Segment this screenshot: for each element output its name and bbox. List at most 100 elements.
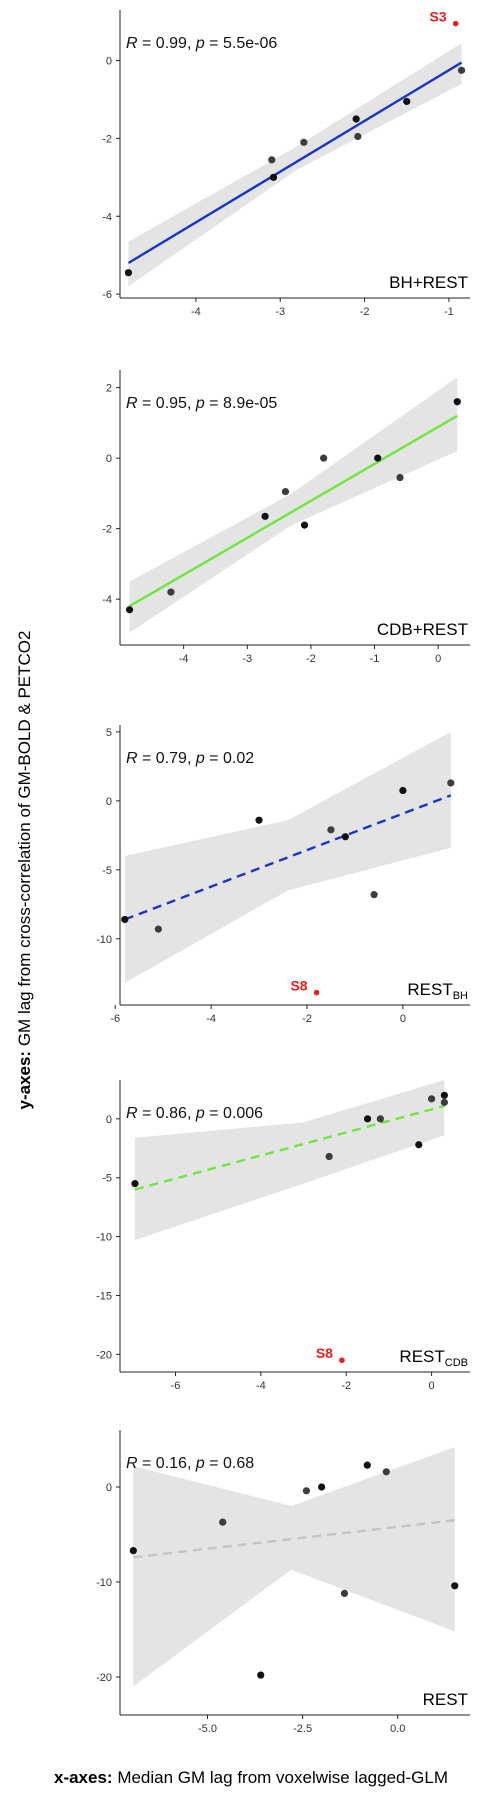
y-tick-label: -2: [102, 133, 112, 145]
data-point: [399, 786, 407, 795]
data-point: [154, 925, 162, 933]
separator: ,: [187, 1105, 196, 1122]
p-value: 0.006: [223, 1105, 263, 1122]
r-value: 0.16: [156, 1455, 187, 1472]
correlation-annotation: R = 0.79, p = 0.02: [126, 750, 254, 767]
p-value: 5.5e-06: [223, 35, 277, 52]
data-point: [281, 488, 290, 496]
data-point: [440, 1091, 448, 1099]
x-tick-label: -4: [206, 1013, 216, 1025]
y-tick-label: -10: [96, 1232, 112, 1244]
correlation-annotation: R = 0.16, p = 0.68: [126, 1455, 254, 1472]
regression-line: [127, 61, 463, 265]
data-point: [318, 1483, 326, 1491]
y-tick-label: -4: [102, 211, 112, 223]
p-value: 0.68: [223, 1455, 254, 1472]
data-point: [340, 1589, 349, 1597]
y-tick-label: -20: [96, 1672, 112, 1684]
data-point: [131, 1180, 139, 1188]
data-point: [219, 1518, 227, 1526]
data-point: [300, 521, 309, 529]
data-point: [341, 833, 349, 841]
regression-line: [134, 1104, 445, 1191]
y-tick-label: 0: [106, 56, 112, 68]
x-tick-label: -6: [110, 1013, 120, 1025]
data-point: [447, 779, 455, 787]
data-point: [121, 915, 129, 924]
condition-main: BH+REST: [389, 273, 468, 292]
condition-label: RESTBH: [407, 980, 468, 1002]
x-tick-label: -6: [171, 1380, 181, 1392]
y-tick-label: 2: [106, 383, 112, 395]
p-equals: =: [205, 750, 223, 767]
outlier-point: [313, 989, 320, 996]
y-axes-label: y-axes: GM lag from cross-correlation of…: [15, 631, 34, 1110]
separator: ,: [187, 1455, 196, 1472]
y-tick-label: -10: [96, 1577, 112, 1589]
data-point: [268, 156, 276, 164]
p-equals: =: [205, 35, 223, 52]
data-point: [457, 66, 466, 74]
x-tick-label: -4: [179, 653, 189, 665]
data-point: [382, 1468, 390, 1476]
x-tick-label: -2: [360, 306, 370, 318]
data-point: [327, 826, 335, 834]
r-symbol: R: [126, 1455, 138, 1472]
data-point: [354, 132, 362, 141]
outlier-point: [452, 20, 459, 27]
x-tick-label: -2: [302, 1013, 312, 1025]
x-tick-label: -5.0: [198, 1723, 217, 1735]
data-point: [124, 269, 133, 277]
y-tick-label: -6: [102, 289, 112, 301]
scatter-panel-bh-rest: -6 -4 -2 0 -4 -3 -2 -1 S3 R = 0.99, p = 5.5e-06 BH…: [102, 9, 470, 318]
data-point: [453, 398, 461, 406]
p-symbol: p: [195, 1105, 205, 1122]
x-tick-label: 0: [435, 653, 441, 665]
data-point: [415, 1141, 423, 1149]
regression-line: [133, 1519, 455, 1559]
r-symbol: R: [126, 1105, 138, 1122]
r-value: 0.95: [156, 395, 187, 412]
r-value: 0.79: [156, 750, 187, 767]
y-tick-label: -5: [102, 865, 112, 877]
confidence-band: [133, 1447, 455, 1687]
r-value: 0.86: [156, 1105, 187, 1122]
data-point: [300, 138, 308, 146]
r-symbol: R: [126, 395, 138, 412]
data-point: [261, 512, 269, 520]
x-axes-label-bold: x-axes:: [54, 1768, 113, 1787]
data-point: [396, 473, 404, 482]
data-point: [269, 173, 278, 181]
r-value-text: =: [138, 1455, 156, 1472]
x-tick-label: 0: [400, 1013, 406, 1025]
outlier-label: S8: [316, 1345, 333, 1361]
x-tick-label: -2: [306, 653, 316, 665]
data-point: [440, 1098, 448, 1106]
y-tick-label: 0: [106, 1114, 112, 1126]
data-point: [167, 588, 175, 596]
condition-main: REST: [423, 1690, 468, 1709]
correlation-annotation: R = 0.86, p = 0.006: [126, 1105, 263, 1122]
confidence-band: [128, 43, 462, 287]
y-tick-label: 0: [106, 1482, 112, 1494]
p-value: 0.02: [223, 750, 254, 767]
x-tick-label: -2.5: [293, 1723, 312, 1735]
x-tick-label: -4: [191, 306, 201, 318]
y-tick-label: 0: [106, 453, 112, 465]
data-point: [363, 1461, 371, 1469]
p-equals: =: [205, 1105, 223, 1122]
x-tick-label: -1: [370, 653, 380, 665]
data-point: [374, 454, 382, 462]
svg-text:x-axes: Median GM lag from vox: x-axes: Median GM lag from voxelwise lag…: [54, 1768, 448, 1787]
data-point: [302, 1487, 311, 1495]
r-symbol: R: [126, 750, 138, 767]
regression-line: [128, 414, 458, 608]
x-tick-label: -3: [275, 306, 285, 318]
r-value-text: =: [138, 395, 156, 412]
condition-subscript: CDB: [445, 1357, 468, 1369]
data-point: [125, 606, 134, 614]
condition-label: CDB+REST: [377, 620, 468, 639]
x-axes-label: x-axes: Median GM lag from voxelwise lag…: [54, 1768, 448, 1787]
condition-subscript: BH: [453, 990, 468, 1002]
